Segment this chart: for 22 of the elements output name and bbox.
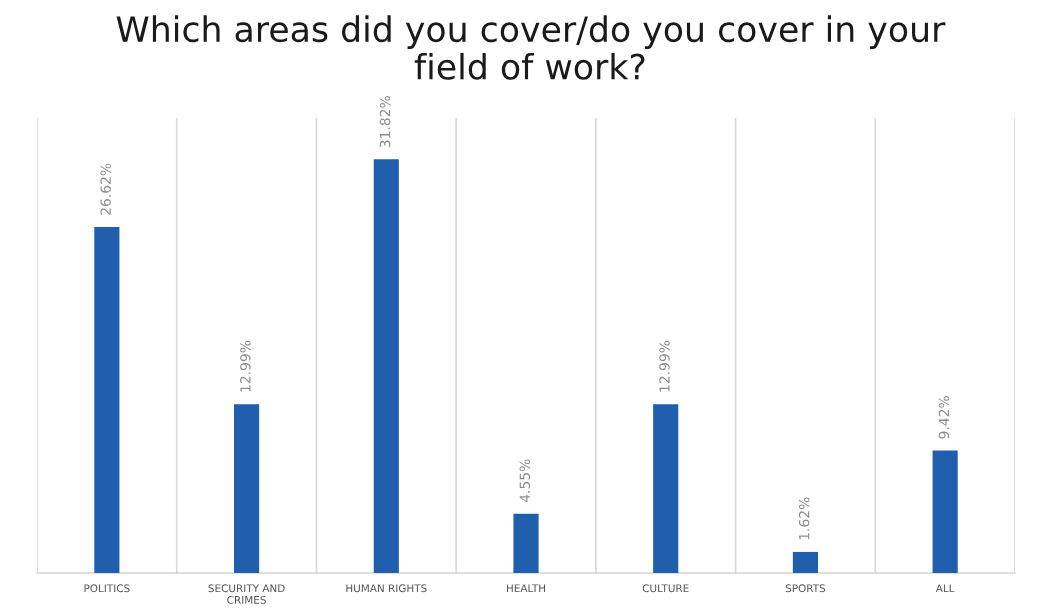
x-tick-label: SECURITY AND CRIMES [208, 584, 285, 604]
data-label: 12.99% [659, 340, 670, 392]
bar [792, 551, 818, 573]
x-tick-label: CULTURE [642, 584, 689, 593]
chart-title: Which areas did you cover/do you cover in your field of work? [116, 15, 946, 80]
data-label: 1.62% [798, 497, 810, 540]
data-label: 31.82% [379, 96, 391, 148]
bar [373, 159, 399, 573]
x-tick-label: ALL [935, 584, 955, 593]
bar [513, 513, 539, 573]
x-tick-label: SPORTS [785, 584, 826, 593]
x-tick-label: HUMAN RIGHTS [346, 584, 427, 593]
data-label: 26.62% [100, 163, 111, 215]
data-label: 9.42% [938, 396, 950, 439]
x-tick-label: HEALTH [506, 584, 546, 593]
data-label: 12.99% [240, 340, 251, 392]
x-tick-label: POLITICS [84, 584, 130, 593]
bar [932, 450, 958, 573]
bar [653, 404, 679, 573]
data-label: 4.55% [519, 459, 531, 503]
bar [234, 404, 260, 573]
bar [94, 226, 120, 573]
